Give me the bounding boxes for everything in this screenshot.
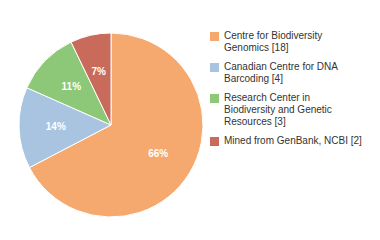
- html-text:Centre for Biodiversity: Centre for Biodiversity: [224, 30, 323, 41]
- svg-text:14%: 14%: [46, 121, 66, 132]
- svg-text:66%: 66%: [148, 148, 168, 159]
- html-text:Biodiversity and Genetic: Biodiversity and Genetic: [224, 104, 332, 115]
- html-text:Genomics [18]: Genomics [18]: [224, 42, 289, 53]
- html-text:Research Center in: Research Center in: [224, 92, 311, 103]
- html-text:Canadian Centre for DNA: Canadian Centre for DNA: [224, 61, 338, 72]
- html-text:Resources [3]: Resources [3]: [224, 116, 286, 127]
- svg-text:11%: 11%: [62, 81, 82, 92]
- svg-text:7%: 7%: [91, 66, 106, 77]
- html-text:Barcoding [4]: Barcoding [4]: [224, 73, 283, 84]
- html-text:Mined from GenBank, NCBI [2]: Mined from GenBank, NCBI [2]: [224, 135, 362, 146]
